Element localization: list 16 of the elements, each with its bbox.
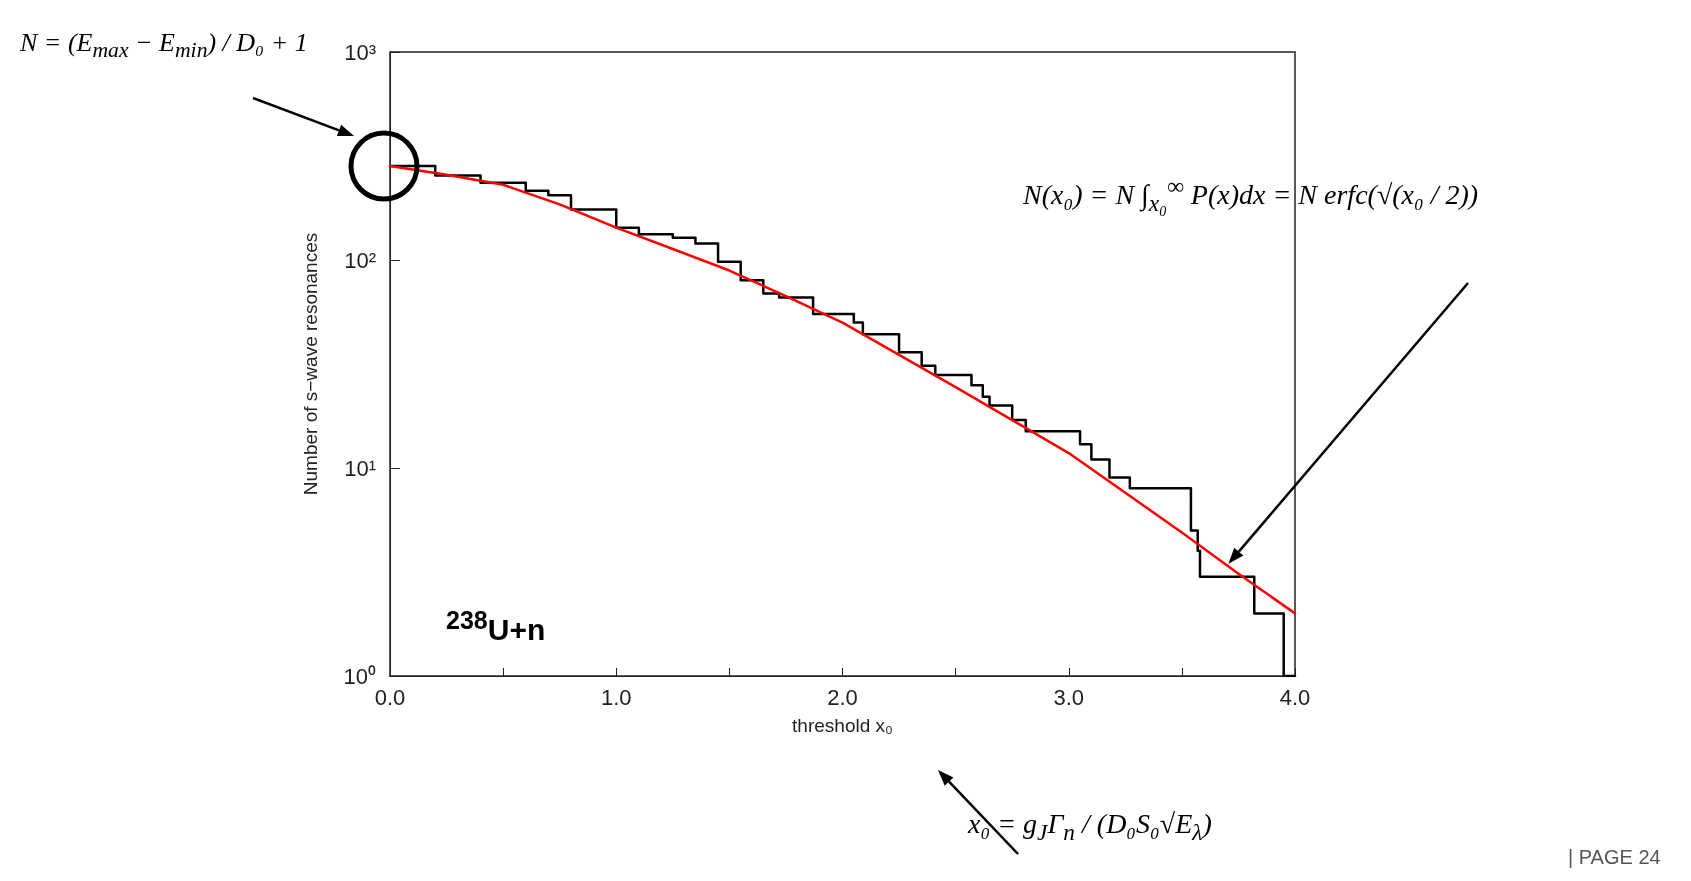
- text: x₀ = g$_{J}$Γ$_{n}$ / (D₀S₀√E$_{λ}$): [968, 808, 1212, 846]
- text: | PAGE 24: [1568, 846, 1661, 869]
- x-tick-label: 3.0: [1053, 684, 1085, 710]
- x-tick-label: 4.0: [1279, 684, 1311, 710]
- y-tick-label: 10²: [344, 247, 376, 273]
- annotation: $^{238}$U+n: [446, 606, 546, 647]
- text: N = (E$_{max}$ − E$_{min}$) / D₀ + 1: [20, 28, 308, 64]
- y-tick-label: 10⁰: [343, 663, 376, 689]
- y-tick-label: 10¹: [344, 455, 376, 481]
- y-tick-label: 10³: [344, 39, 376, 65]
- annotation: N(x₀) = N ∫$_{x₀}$$^{∞}$ P(x)dx = N erfc(√(x₀ / 2)): [1023, 173, 1479, 217]
- x-tick-label: 2.0: [827, 684, 858, 710]
- x-tick-label: 0.0: [374, 684, 406, 710]
- x-axis-title: threshold x₀: [792, 715, 893, 736]
- y-axis-title: Number of s−wave resonances: [300, 232, 321, 496]
- x-tick-label: 1.0: [600, 684, 632, 710]
